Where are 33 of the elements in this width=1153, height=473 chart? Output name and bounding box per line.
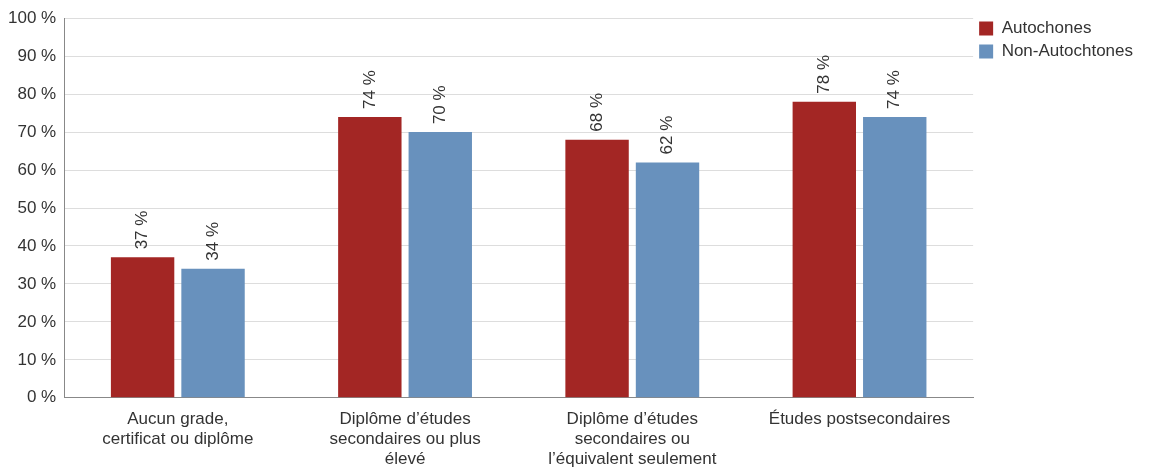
bar bbox=[408, 132, 472, 398]
bar bbox=[635, 162, 700, 398]
data-label: 74 % bbox=[884, 70, 904, 109]
x-tick-label: Études postsecondaires bbox=[768, 408, 951, 428]
y-tick-label: 10 % bbox=[17, 349, 57, 369]
x-tick-label: Aucun grade, certificat ou diplôme bbox=[102, 408, 254, 449]
data-label: 70 % bbox=[429, 85, 449, 125]
bar bbox=[792, 101, 856, 398]
bar bbox=[181, 268, 245, 398]
y-tick-label: 80 % bbox=[17, 83, 57, 103]
x-tick-label: Diplôme d’études secondaires ou l’équivalent seulement bbox=[548, 408, 717, 469]
bar bbox=[863, 116, 927, 398]
y-tick-label: 0 % bbox=[26, 387, 57, 407]
y-tick-label: 30 % bbox=[17, 273, 57, 293]
legend-label: Autochones bbox=[1001, 18, 1092, 38]
data-label: 37 % bbox=[132, 210, 152, 250]
data-label: 34 % bbox=[202, 221, 222, 261]
y-tick-label: 60 % bbox=[17, 159, 57, 179]
legend-label: Non-Autochtones bbox=[1001, 41, 1134, 61]
bar bbox=[338, 116, 402, 398]
data-label: 74 % bbox=[359, 70, 379, 109]
y-tick-label: 50 % bbox=[17, 197, 57, 217]
x-tick-label: Diplôme d’études secondaires ou plus élevé bbox=[329, 408, 481, 469]
data-label: 78 % bbox=[813, 54, 833, 94]
y-tick-label: 100 % bbox=[8, 7, 57, 27]
data-label: 62 % bbox=[657, 115, 677, 155]
y-tick-label: 40 % bbox=[17, 235, 57, 255]
bar bbox=[110, 257, 175, 398]
y-tick-label: 20 % bbox=[17, 311, 57, 331]
y-tick-label: 70 % bbox=[17, 121, 57, 141]
y-tick-label: 90 % bbox=[17, 45, 57, 65]
bar bbox=[565, 139, 629, 398]
data-label: 68 % bbox=[586, 92, 606, 132]
